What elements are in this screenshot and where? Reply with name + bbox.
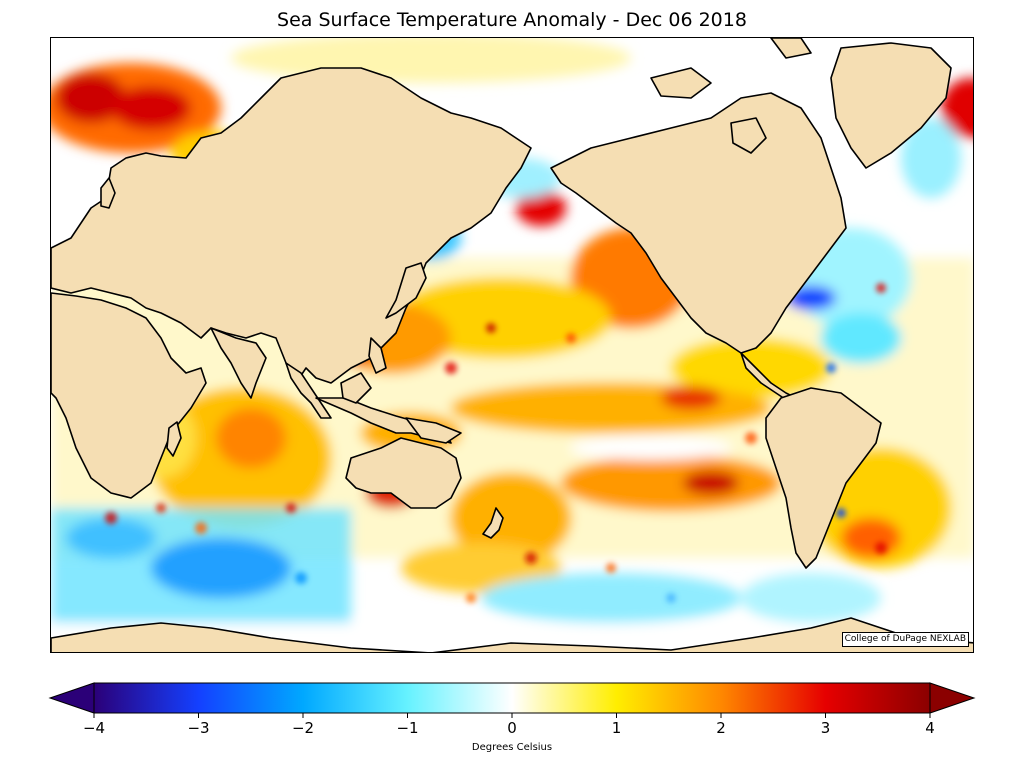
land-africa	[51, 292, 207, 499]
land-borneo	[340, 372, 372, 404]
land-south-america	[765, 387, 882, 569]
land-masses	[51, 38, 973, 652]
land-eurasia	[51, 67, 532, 384]
land-arctic-islands	[650, 67, 712, 99]
colorbar	[48, 682, 976, 718]
land-philippines	[368, 337, 387, 374]
land-japan	[385, 262, 427, 319]
land-madagascar	[166, 421, 182, 457]
land-baffin	[730, 117, 767, 154]
anomaly-field	[51, 38, 973, 652]
land-india	[210, 327, 267, 399]
land-new-zealand	[482, 507, 504, 539]
land-iceland	[770, 38, 812, 59]
colorbar-tick-label: 3	[820, 719, 831, 737]
land-uk	[100, 177, 116, 209]
land-new-guinea	[405, 417, 462, 444]
colorbar-gradient	[93, 682, 931, 714]
land-se-asia	[285, 362, 332, 419]
credit-label: College of DuPage NEXLAB	[841, 632, 969, 647]
colorbar-tick-label: −1	[396, 719, 419, 737]
colorbar-tick-label: 0	[507, 719, 517, 737]
colorbar-extend-max	[929, 682, 976, 714]
map-title: Sea Surface Temperature Anomaly - Dec 06…	[277, 9, 747, 31]
colorbar-tick-label: −3	[187, 719, 210, 737]
colorbar-tick-label: −2	[291, 719, 315, 737]
colorbar-tick-label: 4	[925, 719, 935, 737]
land-greenland	[830, 42, 952, 169]
colorbar-tick-label: 2	[716, 719, 726, 737]
land-north-america	[550, 92, 847, 354]
sst-anomaly-map: College of DuPage NEXLAB	[50, 37, 974, 653]
colorbar-tick-label: −4	[82, 719, 106, 737]
colorbar-tick-label: 1	[611, 719, 622, 737]
land-australia	[345, 437, 462, 509]
colorbar-extend-min	[48, 682, 95, 714]
colorbar-title: Degrees Celsius	[471, 742, 553, 753]
